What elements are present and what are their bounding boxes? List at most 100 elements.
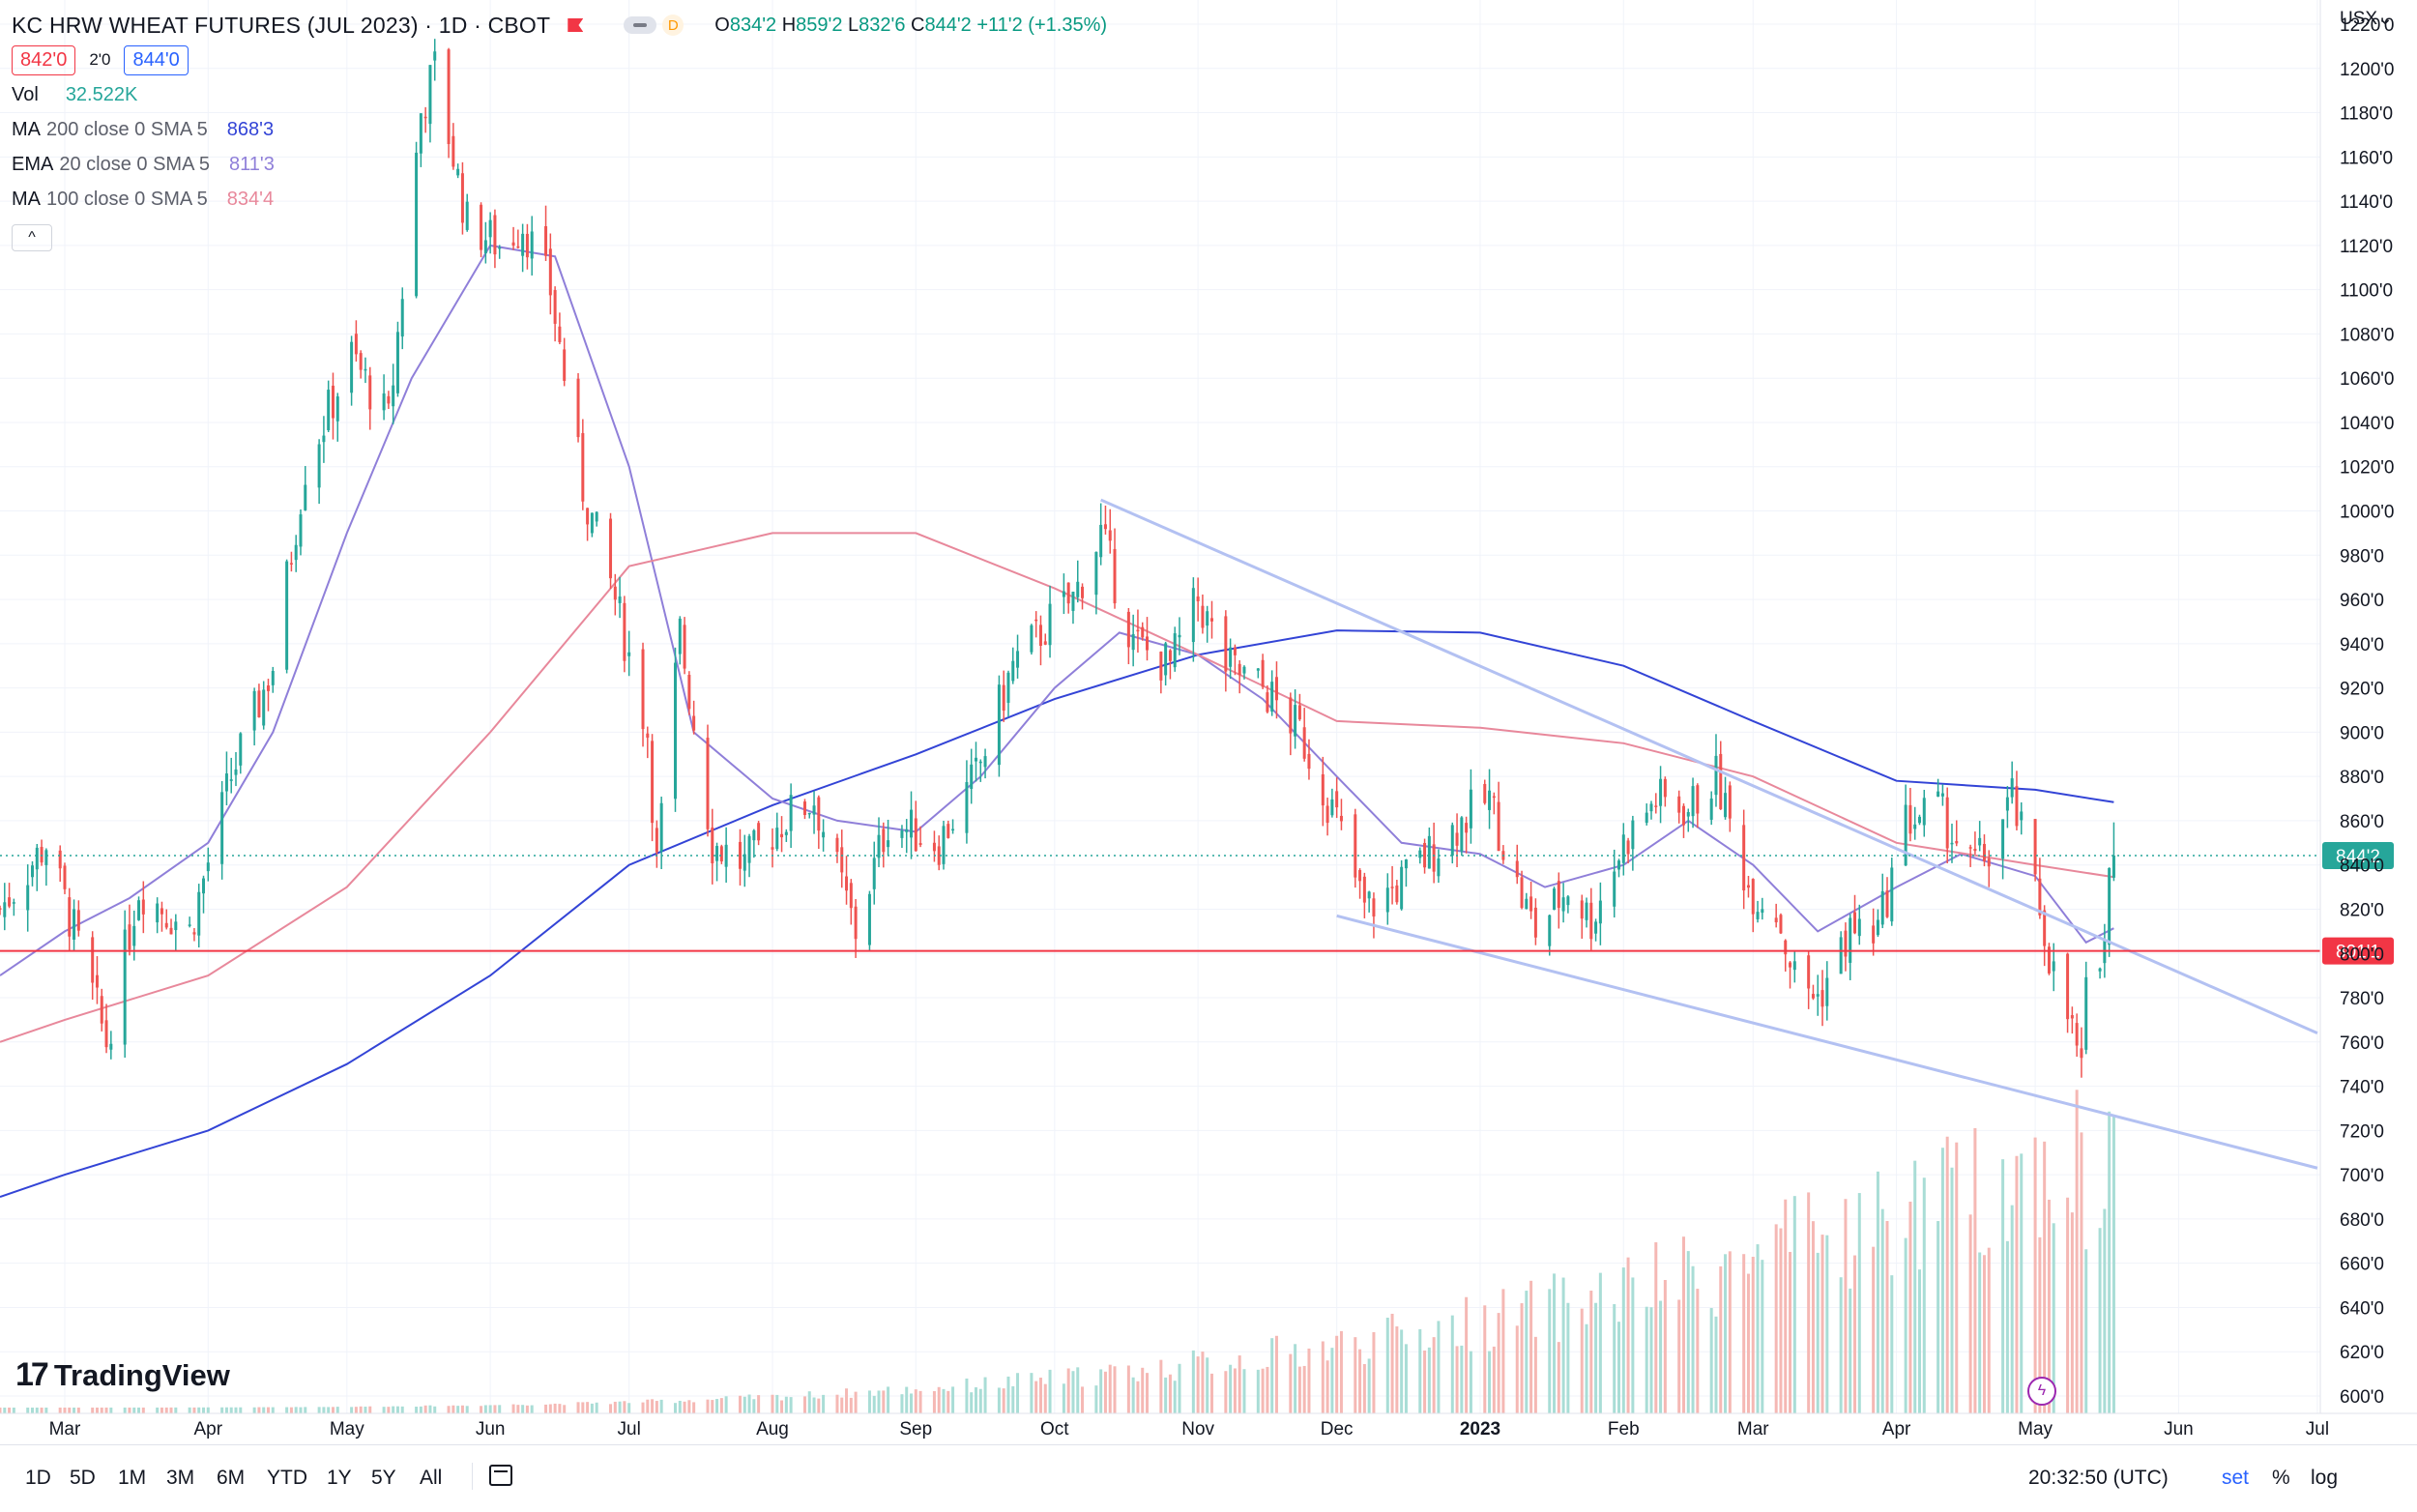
y-tick-label: 1060'0 bbox=[2340, 369, 2394, 390]
volume-bar bbox=[1367, 1358, 1371, 1413]
volume-value: 32.522K bbox=[65, 83, 138, 105]
volume-bar bbox=[1103, 1371, 1107, 1413]
candle-body bbox=[460, 173, 464, 223]
candle-body bbox=[169, 927, 173, 935]
candle-body bbox=[548, 248, 552, 296]
visibility-toggle-icon[interactable] bbox=[624, 16, 657, 34]
x-tick-label: Jun bbox=[2164, 1419, 2194, 1439]
volume-bar bbox=[266, 1407, 270, 1413]
volume-bar bbox=[1002, 1388, 1005, 1413]
volume-bar bbox=[1950, 1167, 1954, 1413]
candle-body bbox=[1774, 917, 1778, 923]
candle-body bbox=[1274, 677, 1278, 701]
volume-bar bbox=[2015, 1155, 2019, 1413]
range-1y-button[interactable]: 1Y bbox=[327, 1467, 352, 1489]
volume-bar bbox=[128, 1407, 131, 1413]
range-6m-button[interactable]: 6M bbox=[217, 1467, 246, 1489]
range-5y-button[interactable]: 5Y bbox=[371, 1467, 396, 1489]
volume-bar bbox=[1872, 1246, 1876, 1413]
y-tick-label: 1080'0 bbox=[2340, 325, 2394, 345]
indicator-row-volume[interactable]: Vol 32.522K bbox=[12, 83, 138, 105]
range-1d-button[interactable]: 1D bbox=[25, 1467, 51, 1489]
candle-body bbox=[590, 512, 594, 534]
candle-body bbox=[1779, 915, 1783, 934]
candle-body bbox=[692, 715, 696, 731]
percent-scale-toggle[interactable]: % bbox=[2272, 1467, 2290, 1489]
volume-bar bbox=[359, 1406, 363, 1413]
buy-button[interactable]: 844'0 bbox=[124, 44, 189, 75]
settlement-toggle[interactable]: set bbox=[2222, 1467, 2250, 1489]
volume-bar bbox=[395, 1406, 399, 1413]
indicator-row-ma100[interactable]: MA 100 close 0 SMA 5 834'4 bbox=[12, 188, 275, 210]
indicator-row-ma200[interactable]: MA 200 close 0 SMA 5 868'3 bbox=[12, 118, 275, 140]
range-1m-button[interactable]: 1M bbox=[118, 1467, 147, 1489]
x-tick-label: Nov bbox=[1181, 1419, 1214, 1439]
volume-bar bbox=[544, 1404, 548, 1413]
calendar-icon[interactable] bbox=[489, 1465, 512, 1486]
price-chart[interactable]: 801'1 844'2 600'0 620'0 640'0 660'0 680'0 700'… bbox=[0, 0, 2417, 1444]
volume-bar bbox=[1529, 1280, 1533, 1413]
volume-bar bbox=[1330, 1348, 1334, 1413]
overlay: 801'1 844'2 bbox=[0, 498, 2394, 1170]
range-ytd-button[interactable]: YTD bbox=[267, 1467, 307, 1489]
volume-bar bbox=[1432, 1337, 1436, 1413]
volume-bar bbox=[433, 1406, 437, 1413]
candle-body bbox=[447, 49, 451, 145]
candle-body bbox=[1297, 705, 1301, 720]
candle-body bbox=[1756, 912, 1760, 919]
candle-body bbox=[1076, 581, 1080, 597]
range-all-button[interactable]: All bbox=[420, 1467, 443, 1489]
x-tick-label: 2023 bbox=[1460, 1419, 1500, 1439]
x-tick-label: May bbox=[330, 1419, 364, 1439]
candle-body bbox=[220, 792, 224, 864]
indicator-line bbox=[0, 244, 2114, 976]
volume-bar bbox=[812, 1397, 816, 1413]
tradingview-logo[interactable]: 17 TradingView bbox=[15, 1356, 230, 1394]
candle-body bbox=[1585, 902, 1588, 920]
range-5d-button[interactable]: 5D bbox=[70, 1467, 96, 1489]
candle-body bbox=[1681, 805, 1685, 826]
flag-icon[interactable] bbox=[568, 18, 584, 32]
volume-bar bbox=[197, 1407, 201, 1413]
volume-bar bbox=[141, 1407, 145, 1413]
volume-bar bbox=[711, 1400, 714, 1413]
volume-bar bbox=[1062, 1383, 1065, 1413]
volume-bar bbox=[1677, 1299, 1681, 1413]
candle-body bbox=[1330, 799, 1334, 816]
trendline bbox=[1336, 914, 2318, 1170]
range-3m-button[interactable]: 3M bbox=[166, 1467, 195, 1489]
sell-button[interactable]: 842'0 bbox=[12, 44, 76, 75]
volume-bar bbox=[8, 1408, 12, 1413]
collapse-legend-button[interactable]: ^ bbox=[12, 224, 52, 251]
log-scale-toggle[interactable]: log bbox=[2311, 1467, 2339, 1489]
volume-bar bbox=[1709, 1308, 1713, 1413]
volume-bar bbox=[224, 1407, 228, 1413]
candle-body bbox=[26, 885, 30, 911]
volume-bar bbox=[322, 1407, 326, 1413]
candle-body bbox=[164, 922, 168, 928]
volume-bar bbox=[156, 1407, 160, 1413]
volume-bar bbox=[262, 1407, 266, 1413]
volume-bar bbox=[480, 1406, 483, 1413]
utc-clock[interactable]: 20:32:50 (UTC) bbox=[2028, 1467, 2169, 1489]
indicator-row-ema20[interactable]: EMA 20 close 0 SMA 5 811'3 bbox=[12, 153, 275, 175]
volume-bar bbox=[1209, 1373, 1213, 1413]
volume-bar bbox=[1876, 1171, 1879, 1413]
tradingview-logo-text: TradingView bbox=[53, 1357, 230, 1392]
volume-bar bbox=[965, 1378, 969, 1413]
volume-bar bbox=[91, 1407, 95, 1413]
volume-bar bbox=[68, 1407, 72, 1413]
x-tick-label: Feb bbox=[1608, 1419, 1640, 1439]
volume-bar bbox=[646, 1399, 650, 1413]
candle-body bbox=[322, 435, 326, 443]
candle-body bbox=[35, 847, 39, 870]
volume-bar bbox=[2075, 1090, 2079, 1413]
candle-body bbox=[1714, 755, 1718, 796]
currency-selector[interactable]: USX⌄ bbox=[2340, 9, 2393, 29]
volume-bar bbox=[1131, 1377, 1135, 1413]
candle-body bbox=[1621, 834, 1625, 863]
current-price-label: 844'2 bbox=[2336, 847, 2380, 867]
lightning-icon[interactable]: ϟ bbox=[2027, 1377, 2056, 1406]
candle-body bbox=[100, 996, 103, 1024]
symbol-title[interactable]: KC HRW WHEAT FUTURES (JUL 2023) · 1D · C… bbox=[12, 12, 551, 38]
